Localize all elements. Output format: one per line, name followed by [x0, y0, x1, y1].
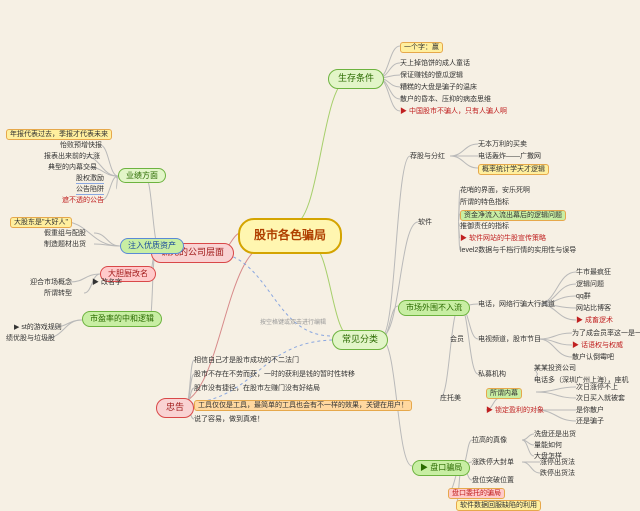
leaf: 怡败预增快报	[60, 141, 102, 150]
leaf: 所谓转型	[44, 289, 72, 298]
survival-node: 生存条件	[328, 69, 384, 89]
leaf: 股权激励	[76, 174, 104, 184]
pankou-node: ▶ 盘口骗局	[412, 460, 470, 476]
leaf: 散户认倒霉吧	[572, 353, 614, 362]
leaf: ▶ 成畜逻术	[576, 316, 613, 325]
leaf: 假重组与配股	[44, 229, 86, 238]
leaf: 推御责任的指标	[460, 222, 509, 231]
leaf: 量能如何	[534, 441, 562, 450]
leaf: 庄托美	[440, 394, 461, 403]
leaf: 绩优股与垃圾股	[6, 334, 55, 343]
leaf: 软件数据回服缺陷的利用	[456, 500, 541, 511]
zhuru-node: 注入优质资产	[120, 238, 184, 254]
leaf: ▶ 中国股市不骗人，只有人骗人啊	[400, 107, 507, 116]
leaf: 典型的内幕交易	[48, 163, 97, 172]
leaf: ▶ 话语权与权威	[572, 341, 623, 350]
leaf: 某某投资公司	[534, 364, 576, 373]
waiwei-node: 市场外围不入流	[398, 300, 470, 316]
leaf: 无本万利的买卖	[478, 140, 527, 149]
leaf: 股市没有捷径，在股市左赚门没有好结局	[194, 384, 320, 393]
zhonggao-node: 忠告	[156, 398, 194, 418]
leaf: qq群	[576, 292, 591, 301]
leaf: 工具仅仅是工具，最简单的工具也会有不一样的效果，关键在用户！	[194, 400, 412, 411]
leaf: 私募机构	[478, 370, 506, 379]
leaf: 会员	[450, 335, 464, 344]
leaf: 遮不透的公告	[62, 196, 104, 205]
leaf: 电话，网络行骗大行其道	[478, 300, 555, 309]
leaf: 牛市最疯狂	[576, 268, 611, 277]
leaf: 资金净流入流出幕后的逻辑问题	[460, 210, 566, 221]
leaf: 年报代表过去，季报才代表未来	[6, 129, 112, 140]
leaf: 大股东是"大好人"	[10, 217, 72, 228]
leaf: 概率统计学天才逻辑	[478, 164, 549, 175]
yeji-node: 业绩方面	[118, 168, 166, 183]
leaf: 软件	[418, 218, 432, 227]
leaf: 电视频道，股市节目	[478, 335, 541, 344]
leaf: 跌停出货法	[540, 469, 575, 478]
leaf: 为了成会员率这一是一个	[572, 329, 640, 338]
leaf: 糟糕的大盘是骗子的温床	[400, 83, 477, 92]
leaf: 次日涨停不上	[576, 383, 618, 392]
leaf: 荐股与分红	[410, 152, 445, 161]
leaf: 天上掉馅饼的成人童话	[400, 59, 470, 68]
leaf: 迎合市场概念	[30, 278, 72, 287]
leaf: 涨跌停大封单	[472, 458, 514, 467]
rate-node: 市盈率的中和逻辑	[82, 311, 162, 327]
leaf: 是你散户	[576, 406, 604, 415]
leaf: 盘位突破位置	[472, 476, 514, 485]
category-node: 常见分类	[332, 330, 388, 350]
hint: 按空格键或双击进行编辑	[260, 320, 326, 328]
leaf: 散户的昏本、压抑的病态思维	[400, 95, 491, 104]
leaf: 股市不存在不劳而获，一时的获利是钱的暂时性转移	[194, 370, 355, 379]
leaf: 盘口委托的骗局	[448, 488, 505, 499]
leaf: 网站比博客	[576, 304, 611, 313]
root-node: 股市各色骗局	[238, 218, 342, 254]
leaf: 制造题材出货	[44, 240, 86, 249]
leaf: ▶ 锁定盈利的对象	[486, 406, 544, 415]
leaf: 次日买入就被套	[576, 394, 625, 403]
leaf: 保证赚钱的傻瓜逻辑	[400, 71, 463, 80]
leaf: 所谓的特色指标	[460, 198, 509, 207]
leaf: level2数据与千档行情的实用性与误导	[460, 246, 576, 255]
leaf: 还是骗子	[576, 417, 604, 426]
leaf: ▶ 改名字	[92, 278, 122, 287]
leaf: 逻辑问题	[576, 280, 604, 289]
leaf: ▶ st的游戏规则	[14, 323, 62, 332]
leaf: ▶ 软件网站的牛股宣传策略	[460, 234, 546, 243]
leaf: 相信自己才是股市成功的不二法门	[194, 356, 299, 365]
leaf: 报表出来前的大涨	[44, 152, 100, 161]
leaf: 花哨的界面，安乐死啊	[460, 186, 530, 195]
leaf: 所谓内幕	[486, 388, 522, 399]
leaf: 一个字：赢	[400, 42, 443, 53]
leaf: 涨停出货法	[540, 458, 575, 467]
leaf: 说了容易，做到真难！	[194, 415, 264, 424]
leaf: 公告陷阱	[76, 185, 104, 195]
leaf: 洗盘还是出货	[534, 430, 576, 439]
leaf: 电话轰炸——广撒网	[478, 152, 541, 161]
leaf: 拉高的真像	[472, 436, 507, 445]
